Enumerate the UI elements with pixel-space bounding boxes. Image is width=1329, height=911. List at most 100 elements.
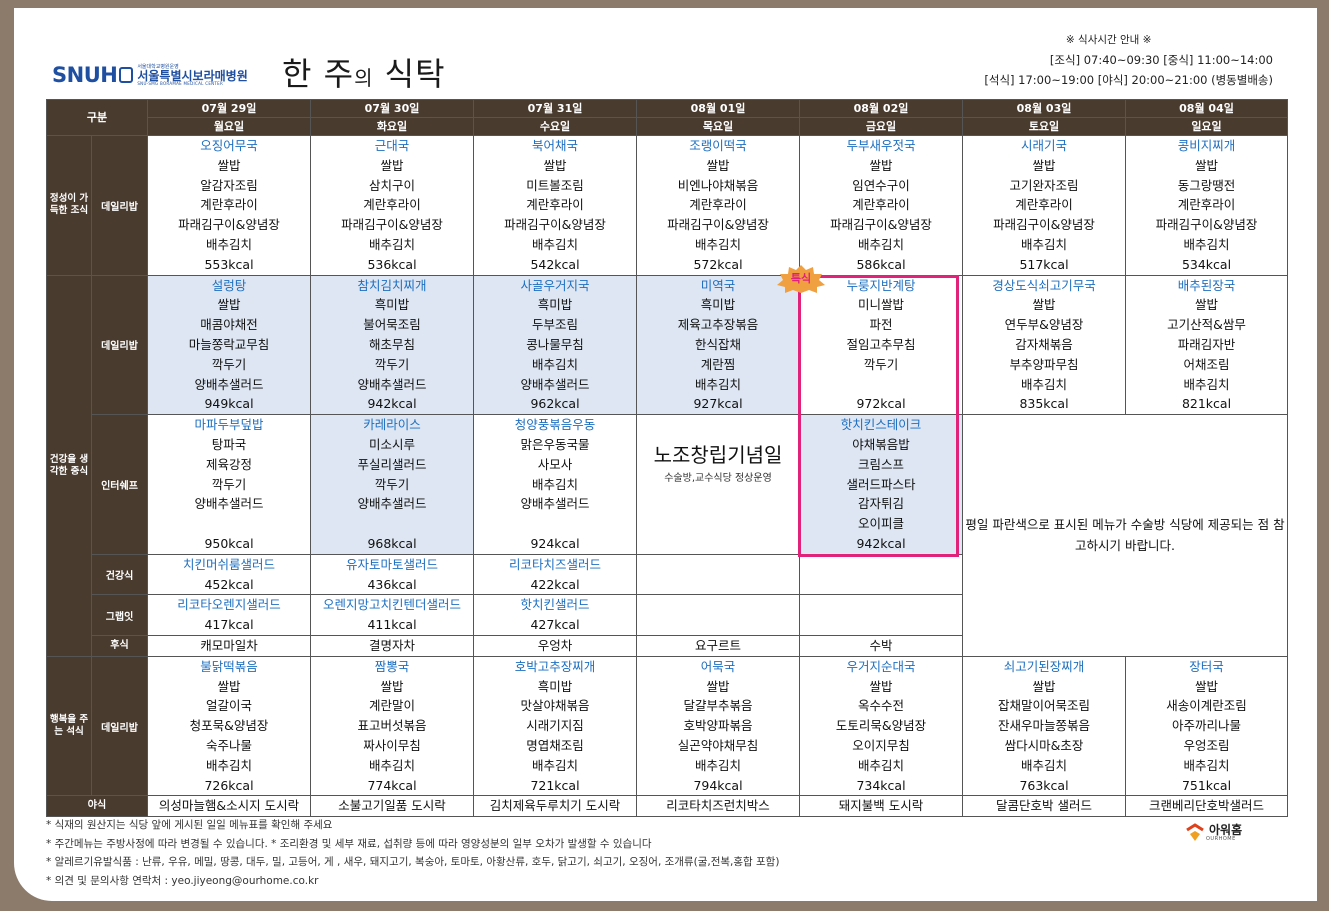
weekday-header: 일요일: [1125, 117, 1288, 136]
menu-item: 해초무침: [368, 336, 415, 352]
lunch-grab-row: 그랩잇 리코타오렌지샐러드 417kcal 오렌지망고치킨텐더샐러드 411kcal 핫치…: [47, 594, 1288, 636]
hospital-logo: SNUH 서울대학교병원운영 서울특별시보라매병원 SNU-SMG BORAMA…: [52, 60, 248, 90]
menu-item: 흑미밥: [537, 297, 573, 313]
kcal: 968kcal: [367, 535, 417, 551]
menu-item: 짜사이무침: [363, 737, 421, 753]
menu-item: 쌀밥: [1194, 157, 1218, 173]
menu-item: 달걀부추볶음: [683, 698, 753, 714]
kcal: 835kcal: [1019, 396, 1069, 412]
weekday-header: 월요일: [147, 117, 311, 136]
menu-item: 깍두기: [211, 356, 247, 372]
menu-item: 얼갈이국: [205, 698, 252, 714]
menu-item: 오이지무침: [852, 737, 910, 753]
menu-item: 배추김치: [857, 757, 904, 773]
menu-item: 잡채말이어묵조림: [997, 698, 1090, 714]
menu-cell: 리코타치즈샐러드 422kcal: [473, 553, 637, 596]
menu-item: 배추김치: [694, 757, 741, 773]
date-header: 07월 29일: [147, 99, 311, 118]
menu-item: 삼치구이: [368, 177, 415, 193]
main-dish: 호박고추장찌개: [514, 658, 596, 674]
breakfast-row: 정성이 가득한 조식 데일리밥 오징어무국 쌀밥 알감자조림 계란후라이 파래김구이&양념장…: [46, 135, 1288, 276]
menu-item: 양배추샐러드: [194, 376, 264, 392]
menu-item: 알감자조림: [200, 177, 258, 193]
menu-item: 배추김치: [1183, 236, 1230, 252]
menu-item: 동그랑땡전: [1177, 177, 1236, 193]
menu-item: 배추김치: [531, 757, 578, 773]
menu-item: 파래김구이&양념장: [178, 217, 280, 233]
menu-item: [801, 375, 962, 395]
main-dish: 경상도식쇠고기무국: [992, 277, 1096, 293]
menu-item: 파래김구이&양념장: [830, 217, 932, 233]
kcal: 821kcal: [1181, 396, 1232, 412]
menu-cell: 어묵국 쌀밥 달걀부추볶음 호박양파볶음 실곤약야채무침 배추김치 794kcal: [636, 655, 800, 797]
menu-item: 쌀밥: [1194, 678, 1218, 694]
main-dish: 조랭이떡국: [689, 138, 747, 153]
late-cell: 달콤단호박 샐러드: [962, 795, 1126, 818]
kcal: 794kcal: [693, 777, 743, 793]
menu-item: 쌀밥: [869, 157, 893, 173]
event-cell: 노조창립기념일 수술방,교수식당 정상운영: [636, 414, 800, 555]
main-dish: 청양풍볶음우동: [514, 417, 596, 433]
menu-item: 사모사: [537, 456, 573, 472]
kcal: 553kcal: [204, 256, 254, 272]
menu-item: 호박양파볶음: [683, 718, 753, 734]
menu-item: 청포묵&양념장: [189, 718, 269, 734]
main-dish: 카레라이스: [363, 417, 421, 433]
dessert-cell: 결명자차: [310, 634, 474, 657]
empty-cell: [636, 594, 800, 636]
late-cell: 크랜베리단호박샐러드: [1125, 795, 1288, 818]
snuh-logo-text: SNUH: [52, 63, 118, 87]
menu-item: 파래김자반: [1177, 336, 1236, 352]
menu-item: 계란후라이: [363, 197, 421, 213]
main-dish: 두부새우젓국: [846, 138, 916, 153]
menu-item: 우엉조림: [1183, 737, 1230, 753]
weekday-header: 토요일: [962, 117, 1126, 136]
menu-cell: 근대국 쌀밥 삼치구이 계란후라이 파래김구이&양념장 배추김치 536kcal: [310, 135, 474, 276]
main-dish: 리코타오렌지샐러드: [177, 597, 281, 613]
menu-cell: 쇠고기된장찌개 쌀밥 잡채말이어묵조림 잔새우마늘쫑볶음 쌈다시마&초장 배추김치 763k…: [962, 655, 1126, 797]
lunch-category: 건강을 생각한 중식: [46, 274, 92, 657]
menu-item: 파래김구이&양념장: [993, 217, 1095, 233]
lunch-health-row: 건강식 치킨머쉬룸샐러드 452kcal 유자토마토샐러드 436kcal 리코타치즈샐러…: [47, 553, 1288, 596]
late-label: 야식: [46, 795, 148, 818]
menu-item: 흑미밥: [700, 297, 736, 313]
kcal: 411kcal: [367, 617, 417, 633]
breakfast-category: 정성이 가득한 조식: [46, 135, 92, 276]
menu-item: 양배추샐러드: [357, 496, 427, 512]
date-header: 08월 02일: [799, 99, 963, 118]
menu-item: 쌀밥: [217, 157, 241, 173]
dinner-category: 행복을 주는 석식: [46, 655, 92, 797]
menu-item: 비엔나야채볶음: [677, 177, 759, 193]
special-badge-icon: [777, 265, 825, 293]
main-dish: 핫치킨스테이크: [840, 417, 922, 433]
date-row: 구분 07월 29일 07월 30일 07월 31일 08월 01일 08월 02일 08월…: [46, 99, 1288, 136]
menu-item: 배추김치: [1020, 236, 1067, 252]
menu-cell: 미역국 흑미밥 제육고추장볶음 한식잡채 계란찜 배추김치 927kcal: [636, 274, 800, 416]
main-dish: 시래기국: [1020, 138, 1067, 153]
menu-item: 절임고추무침: [846, 336, 916, 352]
menu-item: 계란후라이: [1015, 197, 1073, 213]
kcal: 436kcal: [367, 576, 417, 592]
menu-item: 깍두기: [211, 476, 247, 492]
menu-cell: 참치김치찌개 흑미밥 불어묵조림 해초무침 깍두기 양배추샐러드 942kcal: [310, 274, 474, 416]
hospital-operator: 서울대학교병원운영: [137, 63, 179, 70]
menu-item: 쌀밥: [706, 678, 730, 694]
menu-item: 숙주나물: [205, 737, 252, 753]
menu-cell: 우거지순대국 쌀밥 옥수수전 도토리묵&양념장 오이지무침 배추김치 734kcal: [799, 655, 963, 797]
menu-item: 파래김구이&양념장: [341, 217, 443, 233]
menu-item-empty: [149, 514, 310, 534]
menu-item: 쌀밥: [1032, 678, 1056, 694]
menu-item: 계란찜: [700, 356, 736, 372]
menu-item: 마늘쫑락교무침: [188, 336, 270, 352]
menu-item: 고기산적&쌈무: [1167, 317, 1246, 333]
date-header: 07월 31일: [473, 99, 637, 118]
breakfast-sub: 데일리밥: [91, 135, 148, 276]
main-dish: 장터국: [1189, 658, 1224, 674]
menu-item: 쌀밥: [380, 157, 404, 173]
notice-text: 평일 파란색으로 표시된 메뉴가 수술방 식당에 제공되는 점 참고하시기 바랍…: [962, 414, 1288, 657]
title-main: 한 주: [282, 55, 355, 93]
kcal: 924kcal: [530, 535, 580, 551]
date-header: 08월 03일: [962, 99, 1126, 118]
menu-item: 쌀밥: [869, 678, 893, 694]
menu-item: 임연수구이: [852, 177, 910, 193]
